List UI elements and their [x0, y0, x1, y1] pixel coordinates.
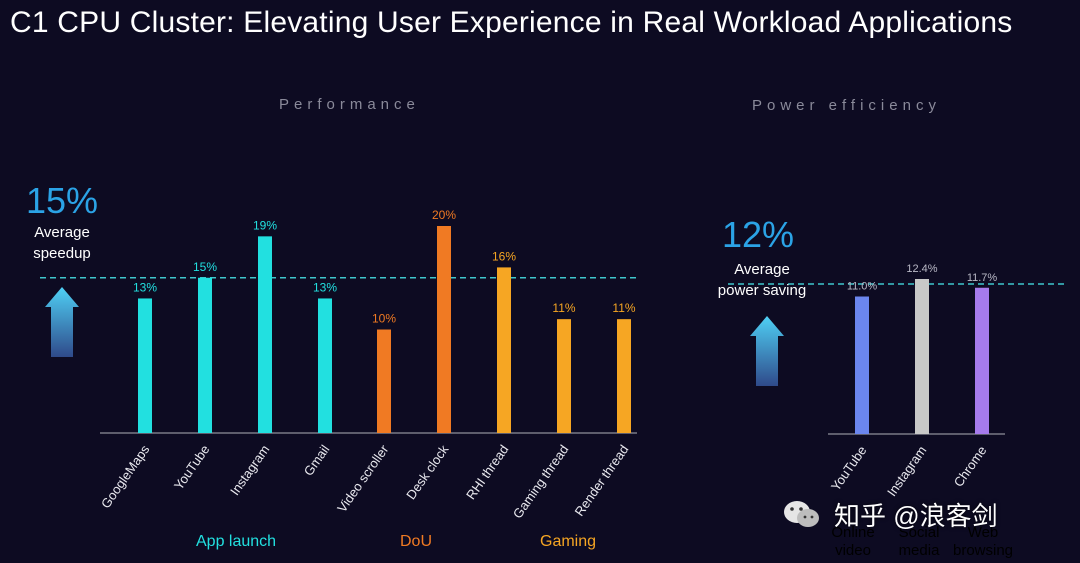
category-tick-label: GoogleMaps — [98, 442, 153, 511]
bar-gaming-thread — [557, 319, 571, 433]
category-tick-label: Instagram — [227, 442, 272, 498]
sub-category-line2: browsing — [952, 542, 1014, 559]
bar-value-label: 11.7% — [967, 272, 998, 284]
power-average-label-line2: power saving — [717, 282, 807, 299]
category-tick-label: Gmail — [301, 442, 333, 479]
group-label-app-launch: App launch — [196, 533, 277, 550]
bar-value-label: 12.4% — [906, 263, 937, 275]
category-tick-label: YouTube — [171, 442, 213, 492]
watermark-text: 知乎 @浪客剑 — [834, 501, 998, 531]
bar-value-label: 13% — [133, 280, 157, 294]
performance-chart: 13% GoogleMaps 15% YouTube 19% Instagram 13% Gm… — [40, 208, 638, 521]
sub-category-social-media: Social media — [884, 524, 954, 560]
sub-category-online-video: Online video — [818, 524, 888, 560]
bar-value-label: 13% — [313, 280, 337, 294]
category-tick-label: RHI thread — [463, 442, 511, 502]
performance-average-value: 15% — [26, 180, 99, 221]
performance-average-label-line2: speedup — [33, 245, 91, 262]
bar-youtube — [198, 277, 212, 433]
sub-category-line1: Online — [831, 524, 875, 541]
sub-category-line2: media — [898, 542, 940, 559]
category-tick-label: Render thread — [571, 442, 631, 519]
bar-value-label: 20% — [432, 208, 456, 222]
bar-value-label: 11% — [552, 301, 575, 315]
bar-value-label: 16% — [492, 249, 516, 263]
watermark: 知乎 @浪客剑 — [782, 496, 998, 533]
performance-average-label: Average speedup — [24, 222, 100, 264]
group-label-gaming: Gaming — [540, 533, 597, 550]
category-tick-label: Instagram — [884, 443, 929, 499]
power-average-label: Average power saving — [706, 259, 818, 301]
bar-youtube — [855, 296, 869, 434]
power-efficiency-title: Power efficiency — [752, 97, 941, 114]
category-tick-label: YouTube — [828, 443, 870, 493]
bar-rhi-thread — [497, 267, 511, 433]
performance-average-label-line1: Average — [34, 224, 90, 241]
power-average-label-line1: Average — [734, 261, 790, 278]
bar-chrome — [975, 287, 989, 434]
category-tick-label: Gaming thread — [510, 442, 572, 521]
increase-arrow-icon — [45, 287, 79, 357]
category-tick-label: Chrome — [951, 443, 990, 489]
bar-googlemaps — [138, 298, 152, 433]
bar-value-label: 15% — [193, 260, 217, 274]
bar-desk-clock — [437, 226, 451, 433]
bar-render-thread — [617, 319, 631, 433]
category-tick-label: Desk clock — [403, 442, 452, 502]
bar-instagram — [915, 279, 929, 434]
bar-gmail — [318, 298, 332, 433]
sub-category-line1: Social — [898, 524, 940, 541]
sub-category-web-browsing: Web browsing — [943, 524, 1023, 560]
bar-value-label: 10% — [372, 312, 396, 326]
increase-arrow-icon — [750, 316, 784, 386]
bar-value-label: 11% — [612, 301, 635, 315]
bar-instagram — [258, 236, 272, 433]
bar-value-label: 19% — [253, 218, 277, 232]
power-average-value: 12% — [722, 214, 795, 255]
bar-value-label: 11.0% — [847, 281, 878, 293]
performance-title: Performance — [279, 96, 420, 113]
wechat-icon — [784, 500, 819, 527]
sub-category-line2: video — [835, 542, 871, 559]
slide-title: C1 CPU Cluster: Elevating User Experienc… — [10, 6, 1013, 39]
group-label-dou: DoU — [400, 533, 433, 550]
category-tick-label: Video scroller — [334, 442, 392, 515]
sub-category-line1: Web — [967, 524, 999, 541]
bar-video-scroller — [377, 329, 391, 433]
